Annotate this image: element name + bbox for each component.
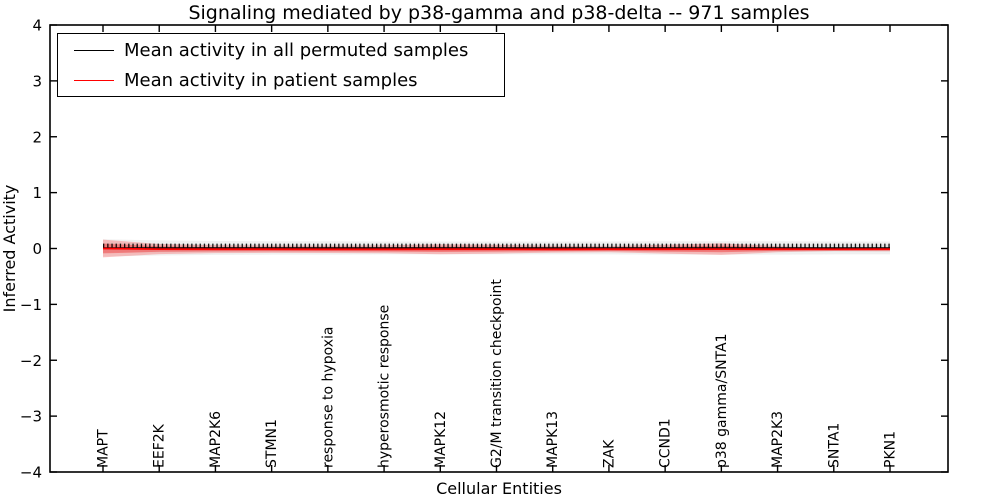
- x-tick-label: MAP2K3: [770, 411, 786, 468]
- x-tick-label: MAPK13: [545, 411, 561, 468]
- chart-title: Signaling mediated by p38-gamma and p38-…: [188, 2, 809, 24]
- y-tick-label: −3: [20, 408, 42, 426]
- y-tick-label: 4: [32, 17, 42, 35]
- x-tick-label: EEF2K: [152, 423, 168, 468]
- x-axis-label: Cellular Entities: [436, 479, 562, 498]
- legend-label: Mean activity in patient samples: [124, 69, 418, 91]
- x-tick-label: response to hypoxia: [320, 327, 336, 468]
- chart-generated-layer: −4 −3 −2 −1 0 1 2 3 4 MAPT EEF2K MAP2K6 STMN1 respons…: [20, 17, 949, 482]
- patient-mean-line: [102, 247, 891, 251]
- y-axis-label: Inferred Activity: [0, 185, 19, 313]
- y-tick-label: 0: [32, 240, 42, 258]
- y-tick-label: −4: [20, 464, 42, 482]
- y-tick-label: 2: [32, 128, 42, 146]
- x-tick-label: MAPT: [96, 429, 112, 468]
- x-tick-label: ZAK: [601, 439, 617, 468]
- x-tick-label: MAP2K6: [208, 411, 224, 468]
- legend-line-sample: [74, 49, 114, 51]
- x-tick-label: G2/M transition checkpoint: [489, 279, 505, 468]
- x-tick-label: CCND1: [658, 418, 674, 468]
- x-tick-label: PKN1: [883, 431, 899, 468]
- legend-line-sample: [74, 79, 114, 81]
- legend-entry-1: Mean activity in patient samples: [58, 67, 504, 93]
- y-tick-label: −1: [20, 296, 42, 314]
- y-tick-label: 1: [32, 184, 42, 202]
- legend-label: Mean activity in all permuted samples: [124, 39, 469, 61]
- y-tick-label: −2: [20, 352, 42, 370]
- x-tick-label: MAPK12: [433, 411, 449, 468]
- x-tick-label: SNTA1: [826, 423, 842, 468]
- x-tick-label: STMN1: [264, 419, 280, 468]
- legend: Mean activity in all permuted samples Mea…: [57, 33, 505, 97]
- legend-entry-0: Mean activity in all permuted samples: [58, 37, 504, 63]
- x-tick-label: hyperosmotic response: [377, 305, 393, 468]
- x-tick-label: p38 gamma/SNTA1: [714, 334, 730, 469]
- y-tick-label: 3: [32, 72, 42, 90]
